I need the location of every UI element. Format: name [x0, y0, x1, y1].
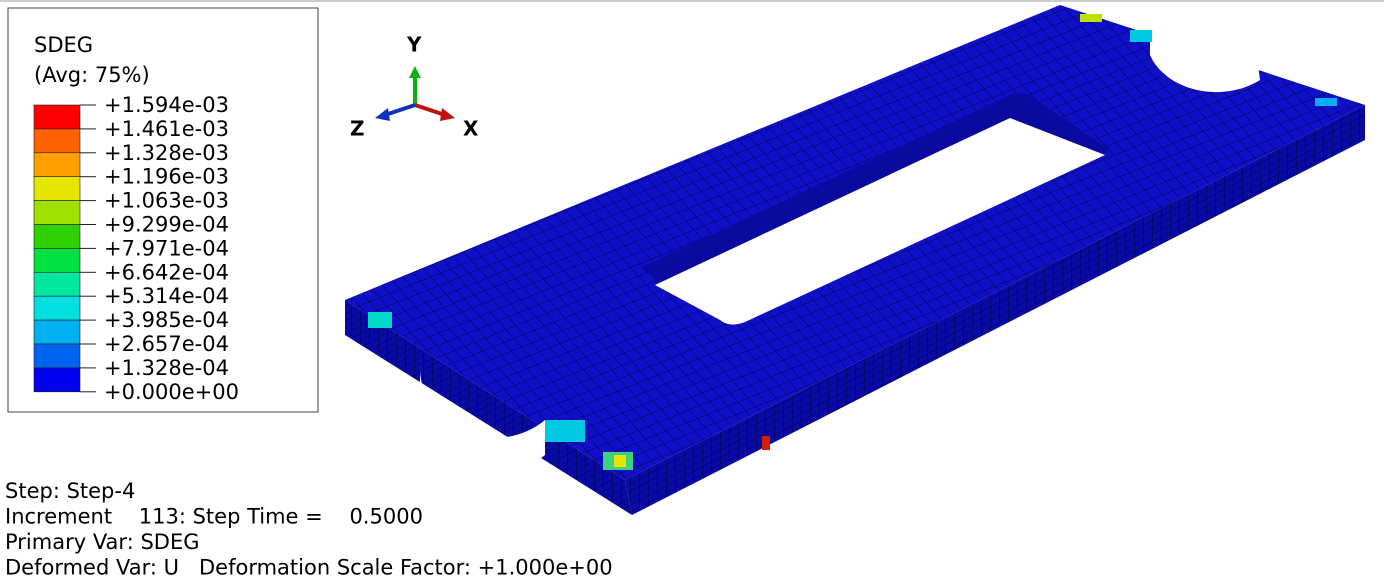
damage-spot — [762, 436, 770, 450]
info-line: Step: Step-4 — [5, 479, 135, 503]
z-axis-arrow — [385, 105, 415, 115]
damage-spot — [1080, 14, 1102, 22]
legend-label: +9.299e-04 — [104, 213, 229, 237]
legend-label: +1.461e-03 — [104, 117, 229, 141]
x-axis-arrow — [415, 105, 445, 115]
arrow-head — [440, 108, 455, 121]
damage-spot — [614, 455, 626, 467]
axis-triad: Y Z X — [350, 33, 479, 141]
axis-label: Z — [350, 117, 365, 141]
legend-swatch — [34, 368, 80, 392]
legend-subtitle: (Avg: 75%) — [34, 63, 150, 87]
legend-swatch — [34, 105, 80, 129]
damage-spot — [368, 312, 392, 328]
axis-label: Y — [406, 33, 422, 57]
legend-swatch — [34, 201, 80, 225]
info-line: Increment 113: Step Time = 0.5000 — [5, 505, 423, 529]
legend-swatch — [34, 320, 80, 344]
model — [345, 5, 1365, 515]
damage-spot — [545, 420, 585, 442]
axis-label: X — [463, 117, 479, 141]
legend-label: +1.328e-03 — [104, 141, 229, 165]
legend-label: +0.000e+00 — [104, 380, 239, 404]
legend-label: +2.657e-04 — [104, 332, 229, 356]
arrow-head — [375, 108, 390, 121]
legend-swatch — [34, 248, 80, 272]
legend-swatch — [34, 225, 80, 249]
viewport: SDEG (Avg: 75%) +1.594e-03+1.461e-03+1.3… — [0, 0, 1384, 584]
legend-swatch — [34, 153, 80, 177]
legend-title: SDEG — [34, 33, 93, 57]
legend-label: +7.971e-04 — [104, 236, 229, 260]
legend-label: +5.314e-04 — [104, 284, 229, 308]
legend-swatch — [34, 272, 80, 296]
legend-swatch — [34, 344, 80, 368]
damage-spot — [1315, 98, 1337, 106]
legend-label: +1.594e-03 — [104, 93, 229, 117]
legend-swatch — [34, 296, 80, 320]
legend-label: +3.985e-04 — [104, 308, 229, 332]
info-line: Primary Var: SDEG — [5, 530, 200, 554]
info-line: Deformed Var: U Deformation Scale Factor… — [5, 556, 613, 580]
legend-label: +1.328e-04 — [104, 356, 229, 380]
legend: SDEG (Avg: 75%) +1.594e-03+1.461e-03+1.3… — [8, 8, 318, 412]
legend-label: +6.642e-04 — [104, 260, 229, 284]
legend-swatch — [34, 177, 80, 201]
legend-label: +1.196e-03 — [104, 165, 229, 189]
legend-label: +1.063e-03 — [104, 189, 229, 213]
legend-swatch — [34, 129, 80, 153]
arrow-head — [409, 66, 421, 78]
damage-spot — [1130, 30, 1152, 42]
